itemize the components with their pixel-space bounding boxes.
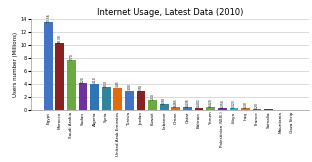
Bar (137, 91, 145, 110)
Text: 1.50: 1.50 (151, 93, 155, 100)
Bar (253, 109, 261, 110)
Bar (102, 87, 110, 110)
Bar (172, 107, 180, 110)
Title: Internet Usage, Latest Data (2010): Internet Usage, Latest Data (2010) (97, 8, 243, 17)
Bar (195, 108, 203, 110)
Text: 7.70: 7.70 (69, 53, 73, 60)
Text: 3.50: 3.50 (104, 80, 108, 87)
Bar (206, 107, 215, 110)
Bar (44, 22, 52, 110)
Bar (230, 108, 238, 110)
Text: 2.90: 2.90 (139, 84, 143, 91)
Bar (183, 107, 192, 110)
Text: 10.30: 10.30 (58, 34, 62, 43)
Text: 0.465: 0.465 (174, 98, 178, 107)
Bar (79, 83, 87, 110)
Bar (160, 104, 168, 110)
Text: 0.436: 0.436 (185, 98, 189, 107)
Bar (241, 108, 250, 110)
Text: 0.420: 0.420 (209, 98, 213, 107)
Bar (56, 43, 64, 110)
Text: 3.45: 3.45 (116, 81, 120, 87)
Text: 3.00: 3.00 (127, 84, 131, 90)
Bar (148, 100, 157, 110)
Bar (125, 91, 134, 110)
Bar (114, 88, 122, 110)
Text: 13.56: 13.56 (46, 13, 50, 22)
Bar (90, 84, 99, 110)
Text: 0.30: 0.30 (243, 101, 247, 108)
Bar (218, 108, 227, 110)
Text: 0.323: 0.323 (232, 99, 236, 108)
Text: 4.20: 4.20 (81, 76, 85, 83)
Bar (67, 60, 76, 110)
Text: 0.20: 0.20 (255, 102, 259, 109)
Text: 0.90: 0.90 (162, 97, 166, 104)
Text: 4.10: 4.10 (93, 76, 97, 83)
Text: 0.356: 0.356 (220, 99, 224, 108)
Y-axis label: Users number (Millions): Users number (Millions) (13, 32, 18, 97)
Text: 0.402: 0.402 (197, 98, 201, 107)
